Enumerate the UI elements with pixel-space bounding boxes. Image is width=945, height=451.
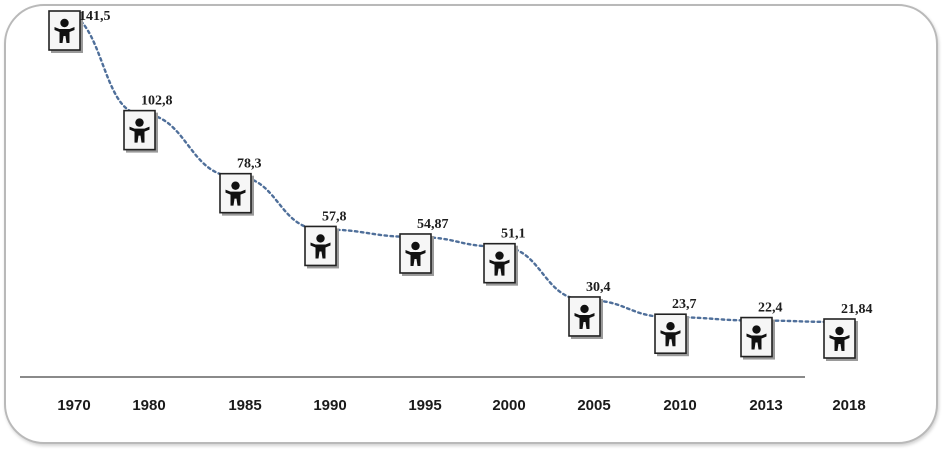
value-label: 141,5: [79, 9, 111, 24]
value-label: 102,8: [141, 94, 173, 109]
value-label: 54,87: [417, 217, 449, 232]
x-tick-label: 2005: [577, 397, 610, 414]
person-icon: [483, 242, 518, 286]
x-tick-label: 2010: [663, 397, 696, 414]
value-label: 23,7: [672, 297, 697, 312]
value-label: 78,3: [237, 157, 262, 172]
person-icon: [219, 172, 254, 216]
person-icon: [304, 225, 339, 269]
x-tick-label: 1995: [408, 397, 441, 414]
x-tick-label: 1980: [132, 397, 165, 414]
chart-frame: [4, 4, 938, 444]
person-icon: [399, 233, 434, 276]
x-tick-label: 1970: [57, 397, 90, 414]
x-tick-label: 2013: [749, 397, 782, 414]
value-label: 51,1: [501, 227, 526, 242]
x-tick-label: 2000: [492, 397, 525, 414]
value-label: 21,84: [841, 302, 873, 317]
person-icon: [568, 296, 603, 339]
x-tick-label: 1985: [228, 397, 261, 414]
value-label: 22,4: [758, 301, 783, 316]
x-tick-label: 2018: [832, 397, 865, 414]
person-icon: [823, 318, 858, 361]
value-label: 57,8: [322, 209, 347, 224]
person-icon: [740, 316, 775, 360]
value-label: 30,4: [586, 280, 611, 295]
person-icon: [48, 10, 83, 53]
person-icon: [123, 109, 158, 153]
person-icon: [654, 313, 689, 357]
x-tick-label: 1990: [313, 397, 346, 414]
trend-line: [63, 12, 842, 324]
